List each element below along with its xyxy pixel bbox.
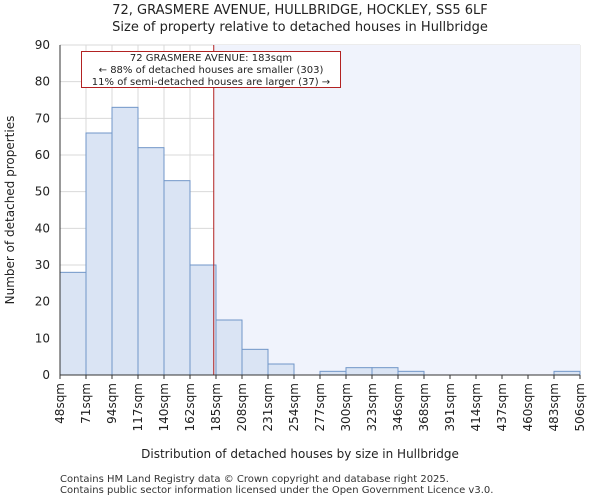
annotation-line-property: 72 GRASMERE AVENUE: 183sqm — [129, 53, 293, 64]
histogram-bar — [397, 370, 425, 376]
x-tick-label: 48sqm — [53, 383, 67, 424]
y-axis-label: Number of detached properties — [3, 116, 17, 305]
x-tick-label: 506sqm — [573, 383, 587, 431]
histogram-bar — [189, 264, 217, 376]
x-tick-label: 140sqm — [157, 383, 171, 431]
histogram-bar — [137, 147, 165, 376]
annotation-line-larger: 11% of semi-detached houses are larger (… — [91, 77, 331, 88]
histogram-bar — [267, 363, 295, 376]
y-tick-label: 80 — [35, 75, 50, 89]
footer-copyright: Contains HM Land Registry data © Crown c… — [60, 474, 449, 485]
histogram-bar — [85, 132, 113, 376]
y-tick-label: 50 — [35, 185, 50, 199]
histogram-bar — [553, 370, 581, 376]
larger-properties-region — [213, 45, 580, 375]
x-tick-label: 368sqm — [417, 383, 431, 431]
y-tick-label: 90 — [35, 38, 50, 52]
x-tick-label: 231sqm — [261, 383, 275, 431]
x-tick-label: 391sqm — [443, 383, 457, 431]
footer-licence: Contains public sector information licen… — [60, 485, 494, 496]
histogram-bar — [241, 348, 269, 376]
x-tick-label: 414sqm — [469, 383, 483, 431]
x-tick-label: 71sqm — [79, 383, 93, 424]
x-tick-label: 323sqm — [365, 383, 379, 431]
x-tick-label: 277sqm — [313, 383, 327, 431]
y-tick-label: 60 — [35, 148, 50, 162]
y-tick-label: 40 — [35, 221, 50, 235]
histogram-bar — [163, 180, 191, 376]
x-tick-label: 483sqm — [547, 383, 561, 431]
chart-title-address: 72, GRASMERE AVENUE, HULLBRIDGE, HOCKLEY… — [112, 3, 488, 18]
annotation-line-smaller: ← 88% of detached houses are smaller (30… — [98, 65, 324, 76]
y-tick-label: 20 — [35, 295, 50, 309]
x-tick-label: 254sqm — [287, 383, 301, 431]
x-tick-label: 117sqm — [131, 383, 145, 431]
x-tick-label: 185sqm — [209, 383, 223, 431]
y-tick-label: 70 — [35, 111, 50, 125]
histogram-bar — [371, 367, 399, 376]
x-tick-label: 437sqm — [495, 383, 509, 431]
histogram-bar — [111, 106, 139, 376]
x-axis-label: Distribution of detached houses by size … — [141, 447, 459, 461]
chart-subtitle: Size of property relative to detached ho… — [112, 20, 488, 35]
x-tick-label: 300sqm — [339, 383, 353, 431]
histogram-bar — [319, 370, 347, 376]
x-tick-label: 208sqm — [235, 383, 249, 431]
y-tick-label: 30 — [35, 258, 50, 272]
x-tick-label: 346sqm — [391, 383, 405, 431]
y-tick-label: 0 — [42, 368, 50, 382]
histogram-bar — [215, 319, 243, 376]
histogram-bar — [345, 367, 373, 376]
y-tick-label: 10 — [35, 331, 50, 345]
histogram-bar — [59, 271, 87, 376]
x-tick-label: 460sqm — [521, 383, 535, 431]
annotation-box: 72 GRASMERE AVENUE: 183sqm ← 88% of deta… — [81, 51, 341, 88]
x-tick-label: 94sqm — [105, 383, 119, 424]
x-tick-label: 162sqm — [183, 383, 197, 431]
